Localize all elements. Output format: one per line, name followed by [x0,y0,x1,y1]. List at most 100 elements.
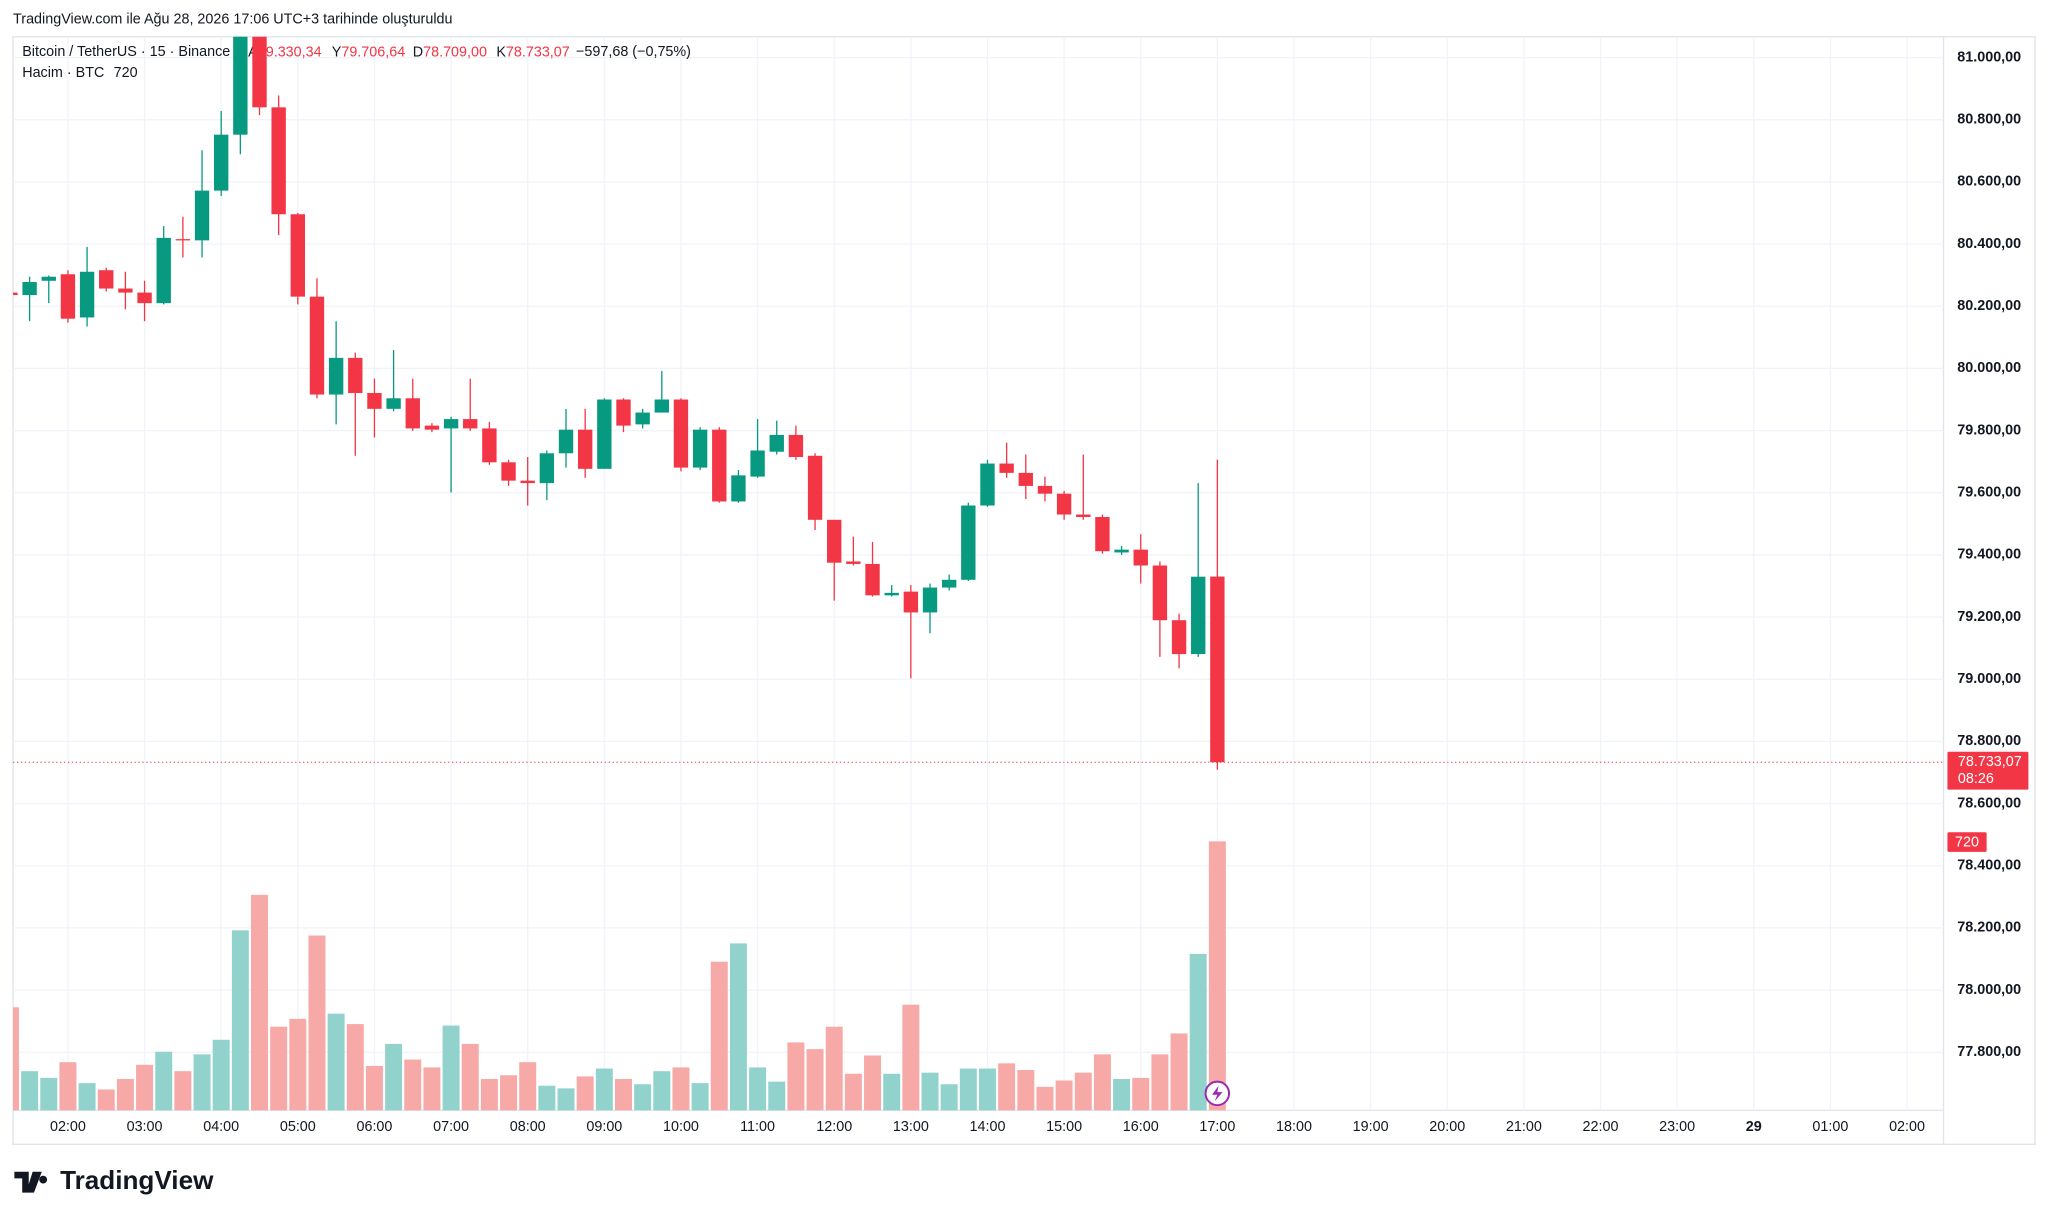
x-tick-label: 02:00 [50,1119,86,1135]
volume-bar [423,1067,441,1111]
candle-body [405,398,420,429]
candle-body [328,357,344,395]
candle-body [1152,565,1168,621]
candle-body [692,429,708,468]
volume-bar [155,1051,173,1111]
candle-body [501,462,516,481]
y-tick-label: 80.000,00 [1957,360,2021,376]
volume-bar [959,1068,977,1111]
candle-body [443,419,459,429]
volume-bar [595,1068,613,1111]
volume-bar [1132,1077,1150,1111]
plot [13,36,1226,1111]
candle-body [884,592,899,596]
candle-body [1114,549,1129,553]
volume-bar [921,1072,939,1111]
volume-bar [787,1042,805,1111]
volume-bar [346,1024,364,1111]
volume-bar [442,1025,460,1111]
volume-bar [806,1049,824,1111]
volume-bar [13,1007,19,1111]
x-tick-label: 12:00 [816,1119,852,1135]
candle-body [922,587,938,613]
candle-body [367,392,382,409]
volume-bar [634,1084,652,1111]
volume-bar [978,1068,996,1111]
x-tick-label: 02:00 [1889,1119,1925,1135]
volume-bar [691,1083,709,1111]
volume-bar [461,1043,479,1111]
volume-bar [998,1063,1016,1111]
volume-bar [883,1073,901,1111]
volume-bar [193,1054,211,1111]
candle-body [558,429,574,454]
volume-bar [500,1075,518,1111]
candle-body [137,292,152,304]
volume-bar [136,1064,154,1111]
chart-frame [12,36,2036,1146]
header: TradingView.com ile Ağu 28, 2026 17:06 U… [13,12,452,28]
volume-bar [864,1055,882,1111]
candle-body [118,288,133,293]
candle-body [60,274,76,319]
x-tick-label: 03:00 [127,1119,163,1135]
candle-body [1018,472,1033,486]
volume-tag-label: 720 [1955,834,1979,850]
volume-bar [844,1073,862,1111]
volume-bar [78,1083,96,1111]
volume-bar [116,1079,134,1111]
volume-bar [308,935,326,1111]
volume-bar [672,1067,690,1111]
x-tick-label: 15:00 [1046,1119,1082,1135]
volume-bar [270,1026,288,1111]
y-tick-label: 79.600,00 [1957,485,2021,501]
candle-body [941,579,957,588]
x-tick-label: 05:00 [280,1119,316,1135]
legend-symbol: Bitcoin / TetherUS · 15 · Binance [22,44,230,60]
candle-body [424,425,440,430]
candle-body [903,591,919,613]
y-tick-label: 78.600,00 [1957,795,2021,811]
y-tick-label: 79.400,00 [1957,547,2021,563]
volume-bar [1074,1072,1092,1111]
legend-value: 79.330,34 [258,44,322,60]
legend-value: 79.706,64 [341,44,405,60]
legend-key: D [413,44,423,60]
y-tick-label: 78.000,00 [1957,982,2021,998]
candle-body [635,412,650,425]
volume-bar [1151,1054,1169,1111]
candle-body [482,428,497,463]
volume-bar [1170,1033,1188,1111]
candle-body [41,276,56,281]
volume-bar [365,1065,383,1111]
candle-body [13,292,18,296]
candle-body [175,239,191,241]
countdown-label: 08:26 [1958,771,1994,787]
legend-value: 78.733,07 [506,44,570,60]
candle-body [1171,620,1187,655]
candle-body [1056,493,1072,515]
x-tick-label: 22:00 [1583,1119,1619,1135]
volume-bar [768,1081,786,1111]
volume-tag [1947,832,1987,852]
y-tick-label: 77.800,00 [1957,1044,2021,1060]
volume-bar [749,1067,767,1111]
candle-body [252,36,267,108]
candle-body [712,429,727,502]
volume-bar [21,1071,39,1111]
volume-bar [327,1013,345,1111]
volume-bar [231,930,249,1111]
volume-bar [576,1076,594,1111]
legend-key: K [496,44,506,60]
candle-body [865,563,880,596]
x-tick-label: 07:00 [433,1119,469,1135]
candle-body [616,399,631,426]
y-tick-label: 81.000,00 [1957,49,2021,65]
y-tick-label: 78.200,00 [1957,920,2021,936]
candle-body [194,190,210,241]
candle-body [807,455,823,520]
grid [13,36,1944,1111]
x-tick-label: 01:00 [1812,1119,1848,1135]
bolt-icon[interactable] [1204,1080,1231,1107]
